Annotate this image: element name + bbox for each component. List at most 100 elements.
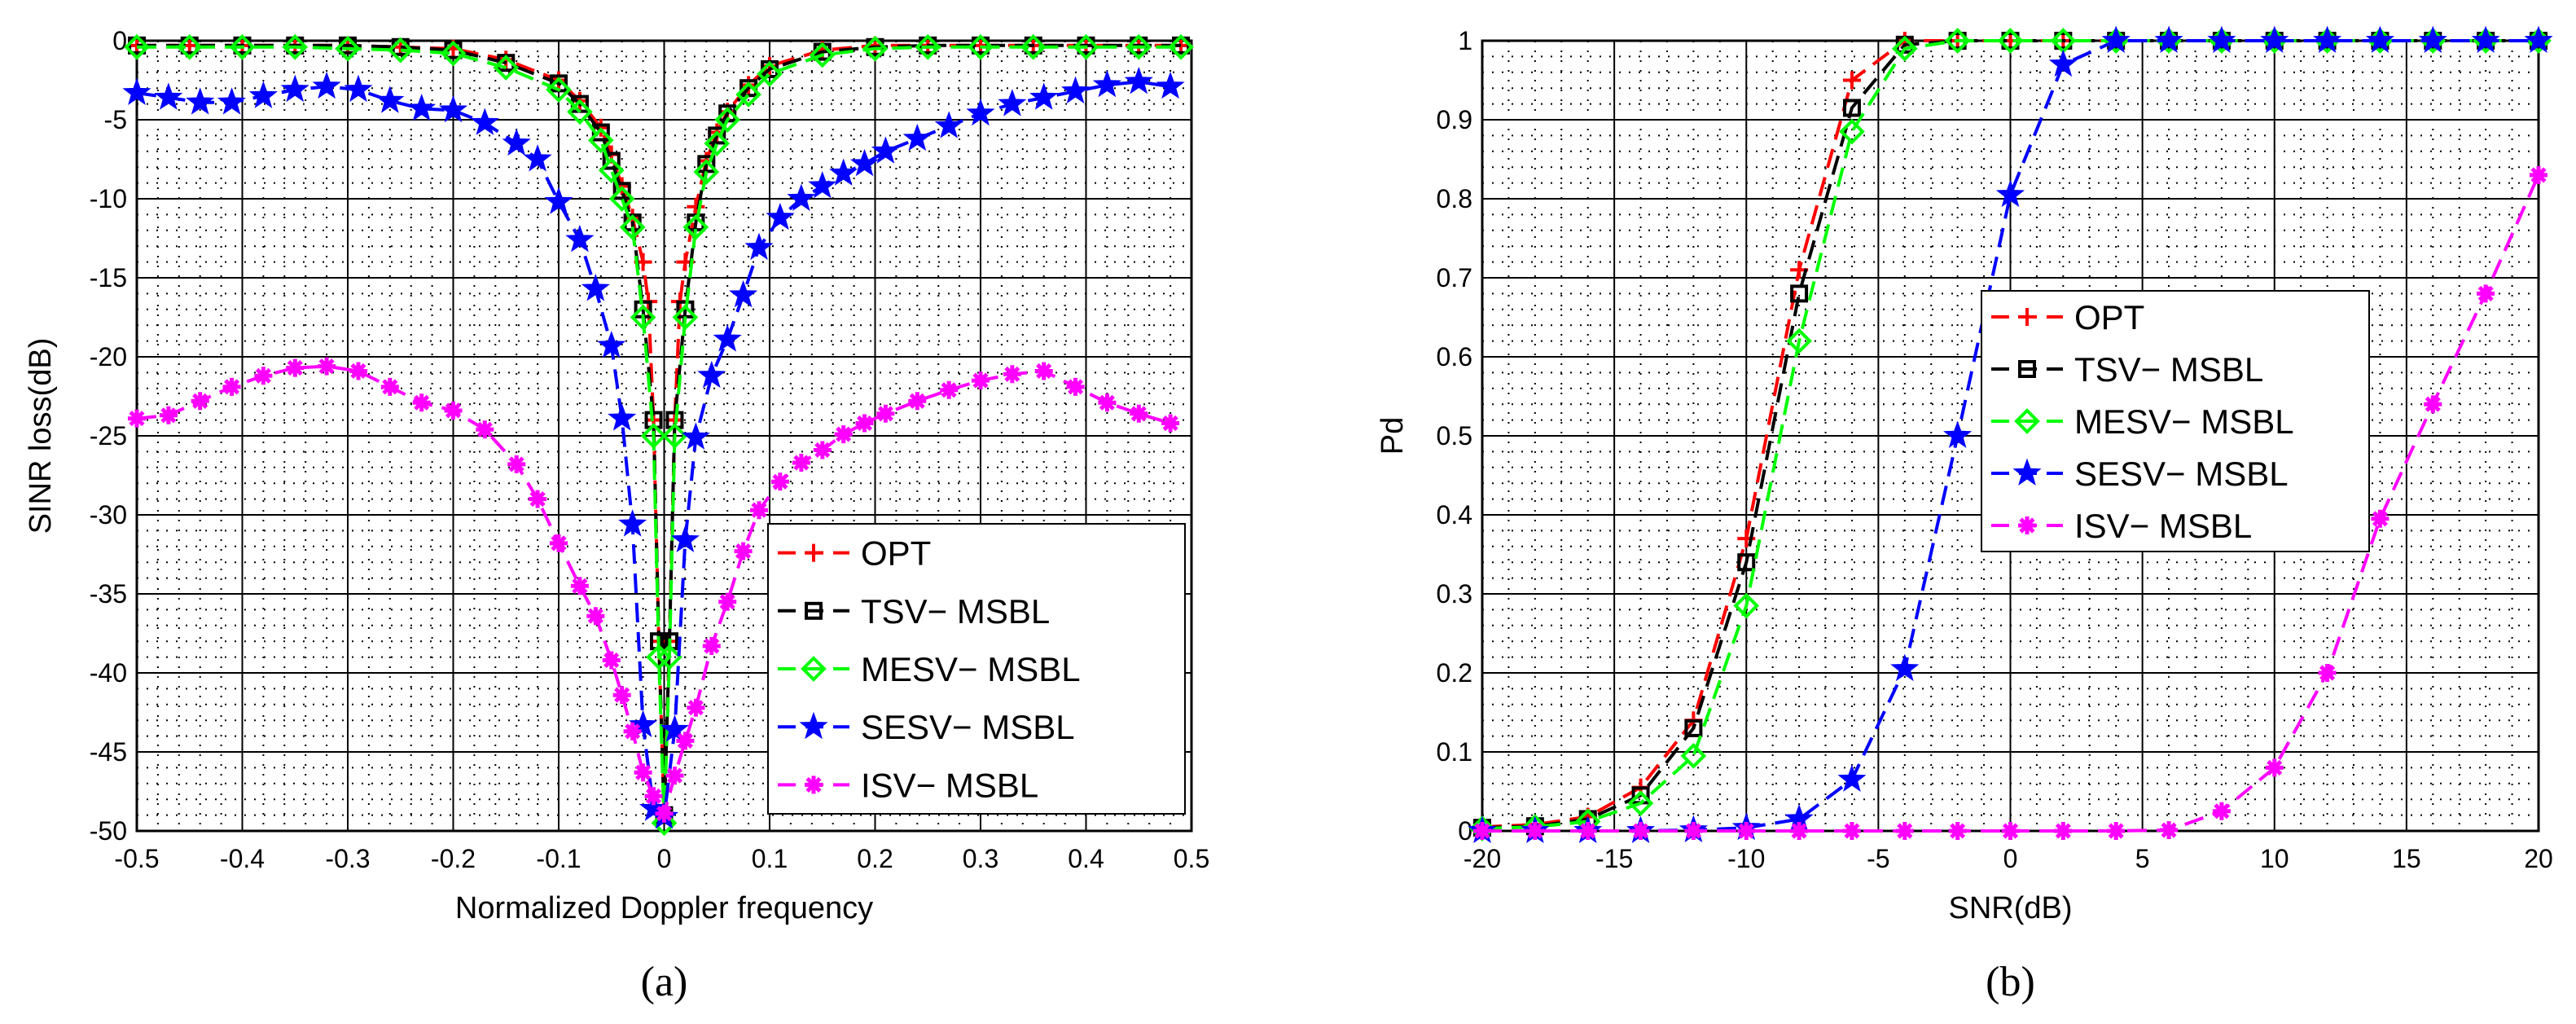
y-tick-label: 0.5 [1437, 421, 1472, 450]
data-point [1578, 822, 1597, 840]
data-point [619, 214, 646, 240]
x-tick-label: -15 [1595, 844, 1633, 873]
legend-label: ISV− MSBL [861, 766, 1038, 804]
data-point [1003, 365, 1021, 384]
x-tick-label: 15 [2392, 844, 2421, 873]
data-point [672, 304, 699, 331]
data-point [412, 393, 431, 412]
data-point [2207, 25, 2236, 53]
legend-marker [2018, 360, 2036, 378]
data-point [2212, 802, 2231, 820]
legend-item: ISV− MSBL [778, 766, 1038, 804]
data-point [1124, 66, 1153, 94]
x-tick-label: 0 [657, 844, 672, 873]
figure-caption: (a) [641, 959, 688, 1005]
x-tick-label: 0.3 [963, 844, 998, 873]
data-point [1161, 414, 1180, 433]
data-point [529, 490, 547, 508]
data-point [750, 501, 768, 520]
y-tick-label: -40 [90, 658, 127, 688]
y-axis-label: Pd [1376, 417, 1410, 455]
data-point [693, 159, 720, 185]
data-point [2477, 284, 2495, 303]
data-point [651, 810, 678, 837]
data-point [2471, 25, 2500, 53]
legend-item: ISV− MSBL [1991, 507, 2252, 545]
x-tick-label: 0 [2003, 844, 2018, 873]
data-point [1790, 284, 1809, 303]
data-point [623, 722, 642, 741]
y-tick-label: -50 [90, 816, 127, 846]
data-point [570, 577, 589, 596]
data-point [1737, 822, 1756, 840]
data-point [702, 637, 721, 655]
data-point [602, 152, 621, 170]
data-point [1130, 404, 1148, 423]
data-point [1680, 743, 1707, 769]
legend-item: TSV− MSBL [1991, 350, 2263, 389]
data-point [670, 525, 700, 552]
legend-marker [2018, 308, 2036, 326]
data-point [697, 155, 716, 174]
legend-label: OPT [2074, 298, 2144, 336]
series-isv-msbl [1473, 165, 2547, 840]
y-tick-label: 0.8 [1437, 184, 1472, 213]
data-point [808, 171, 837, 199]
data-point [630, 304, 656, 331]
data-point [254, 367, 273, 385]
data-point [855, 414, 874, 433]
legend-marker [2018, 516, 2036, 534]
data-point [280, 74, 309, 103]
data-point [829, 158, 858, 186]
data-point [2371, 509, 2389, 528]
data-point [587, 127, 614, 154]
y-tick-label: -45 [90, 737, 127, 767]
data-point [1126, 33, 1152, 60]
data-point [2001, 822, 2020, 840]
data-point [2107, 822, 2126, 840]
data-point [697, 360, 726, 389]
data-point [618, 509, 647, 537]
data-point [602, 651, 621, 670]
data-point [1061, 76, 1091, 103]
data-point [661, 423, 688, 449]
data-point [222, 377, 241, 396]
y-tick-label: -5 [104, 105, 127, 134]
x-axis-label: SNR(dB) [1948, 891, 2072, 925]
data-point [581, 274, 610, 301]
data-point [1842, 71, 1861, 90]
data-point [438, 94, 468, 123]
data-point [407, 93, 437, 121]
y-tick-label: -10 [90, 184, 127, 213]
legend-label: TSV− MSBL [861, 592, 1050, 631]
y-tick-label: -15 [90, 263, 127, 292]
data-point [809, 42, 836, 68]
y-tick-label: 0 [112, 26, 127, 55]
y-axis-label: SINR loss(dB) [24, 338, 58, 534]
y-tick-label: 1 [1458, 26, 1472, 55]
data-point [704, 130, 731, 156]
y-tick-label: 0.6 [1437, 342, 1472, 371]
legend-label: MESV− MSBL [861, 650, 1081, 688]
data-point [1631, 822, 1650, 840]
data-point [191, 392, 209, 411]
data-point [546, 77, 572, 103]
y-tick-label: 0 [1458, 816, 1472, 846]
y-tick-label: -25 [90, 421, 127, 450]
data-point [1168, 33, 1194, 60]
data-point [567, 99, 593, 125]
data-point [2260, 25, 2289, 53]
data-point [862, 35, 889, 62]
legend-label: SESV− MSBL [861, 708, 1075, 746]
legend: OPT TSV− MSBL MESV− MSBL SESV− MSBL ISV− MSB… [767, 523, 1186, 815]
legend-box [1981, 290, 2370, 552]
y-tick-label: 0.7 [1437, 263, 1472, 292]
x-tick-label: -0.4 [220, 844, 265, 873]
series-isv-msbl [128, 357, 1180, 823]
data-point [940, 380, 959, 399]
x-tick-label: 5 [2135, 844, 2150, 873]
data-point [708, 126, 726, 145]
data-point [612, 686, 631, 705]
data-point [646, 644, 672, 670]
data-point [1890, 653, 1920, 682]
